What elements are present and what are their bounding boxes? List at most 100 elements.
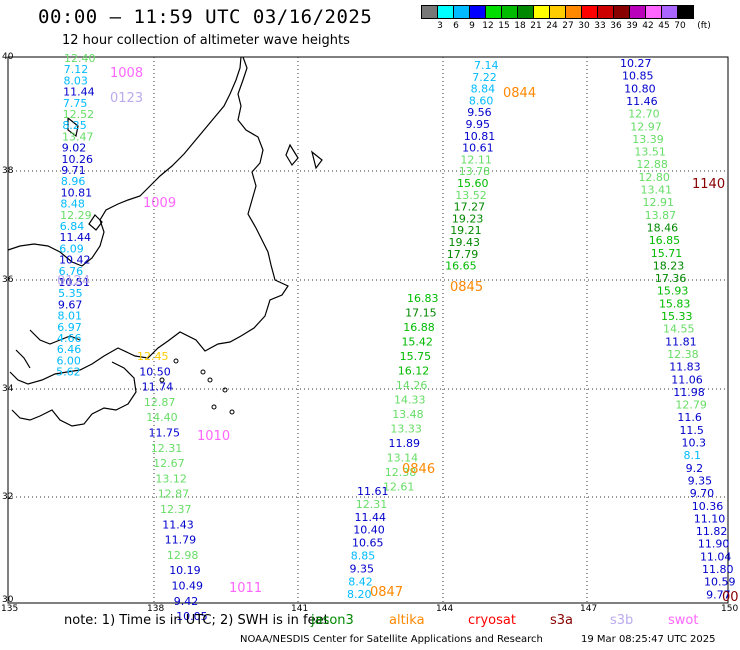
wave-height-label: 11.79 — [165, 534, 197, 547]
wave-height-label: 12.31 — [356, 498, 388, 511]
lon-label: 138 — [147, 604, 164, 614]
wave-height-label: 13.48 — [392, 408, 424, 421]
wave-height-label: 11.83 — [669, 361, 701, 374]
scale-tick-label: 9 — [469, 21, 475, 31]
wave-height-label: 13.12 — [155, 472, 187, 485]
island — [159, 377, 165, 383]
wave-height-label: 19.23 — [452, 212, 484, 225]
satellite-legend-item: altika — [389, 613, 425, 628]
wave-height-label: 9.70 — [690, 487, 715, 500]
wave-height-label: 10.81 — [464, 130, 496, 143]
wave-height-label: 11.89 — [389, 437, 421, 450]
coastline — [310, 150, 323, 170]
wave-height-label: 11.61 — [357, 485, 389, 498]
coastline — [285, 143, 299, 167]
wave-height-label: 12.67 — [153, 457, 185, 470]
scale-tick-label: 39 — [626, 21, 638, 31]
wave-height-label: 8.84 — [471, 83, 496, 96]
wave-height-label: 15.93 — [657, 285, 689, 298]
wave-height-label: 11.80 — [702, 563, 734, 576]
wave-height-label: 16.88 — [403, 321, 435, 334]
wave-height-label: 6.46 — [57, 343, 82, 356]
scale-tick-label: 42 — [642, 21, 654, 31]
wave-height-label: 6.84 — [60, 220, 85, 233]
wave-height-label: 10.3 — [682, 437, 707, 450]
wave-height-label: 11.90 — [698, 538, 730, 551]
pass-time-label: 0847 — [370, 585, 403, 600]
wave-height-label: 8.42 — [348, 575, 373, 588]
wave-height-label: 11.44 — [63, 86, 95, 99]
wave-height-label: 13.47 — [62, 130, 94, 143]
wave-height-label: 6.97 — [57, 321, 82, 334]
wave-height-label: 12.98 — [167, 549, 199, 562]
lat-label: 36 — [2, 275, 14, 285]
wave-height-label: 11.43 — [162, 518, 194, 531]
wave-height-label: 16.83 — [407, 292, 439, 305]
wave-height-label: 10.49 — [172, 580, 204, 593]
scale-tick-label: 70 — [674, 21, 686, 31]
wave-height-label: 5.62 — [56, 366, 81, 379]
wave-height-label: 6.76 — [59, 265, 84, 278]
pass-time-label: 00 — [722, 590, 739, 605]
wave-height-label: 11.98 — [673, 386, 705, 399]
wave-height-label: 11.06 — [671, 373, 703, 386]
coastline — [88, 214, 103, 231]
wave-height-label: 10.40 — [353, 524, 385, 537]
wave-height-label: 4.66 — [57, 332, 82, 345]
wave-height-label: 12.88 — [636, 158, 668, 171]
wave-height-label: 12.91 — [643, 196, 675, 209]
wave-height-label: 12.40 — [64, 52, 96, 65]
lat-label: 38 — [2, 166, 14, 176]
wave-height-label: 8.25 — [62, 119, 87, 132]
lon-label: 144 — [436, 604, 453, 614]
wave-height-label: 8.48 — [60, 198, 85, 211]
wave-height-label: 15.33 — [661, 310, 693, 323]
scale-tick-label: 27 — [562, 21, 574, 31]
wave-height-label: 11.81 — [665, 335, 697, 348]
wave-height-label: 8.20 — [347, 588, 372, 601]
wave-height-label: 12.29 — [60, 209, 92, 222]
pass-time-label: 0124 — [57, 274, 90, 289]
wave-height-label: 17.79 — [447, 248, 479, 261]
pass-time-label: 0846 — [402, 462, 435, 477]
wave-height-label: 7.14 — [474, 59, 499, 72]
wave-height-label: 13.41 — [641, 184, 673, 197]
wave-height-label: 9.35 — [350, 562, 375, 575]
credit-line: NOAA/NESDIS Center for Satellite Applica… — [240, 634, 543, 645]
scale-tick-label: 24 — [546, 21, 558, 31]
wave-height-label: 9.56 — [467, 106, 492, 119]
wave-height-label: 9.71 — [61, 164, 85, 177]
wave-height-label: 10.50 — [139, 365, 171, 378]
wave-height-label: 8.03 — [63, 74, 88, 87]
color-scale-labels: 3 6 9 12 15 18 21 24 27 30 33 36 39 42 45 70 (ft) — [422, 21, 711, 33]
scale-tick-label: 6 — [453, 21, 459, 31]
wave-height-label: 10.65 — [352, 537, 384, 550]
lon-label: 147 — [580, 604, 597, 614]
wave-height-label: 10.85 — [622, 70, 654, 83]
satellite-legend-item: cryosat — [468, 613, 516, 628]
pass-time-label: 0844 — [503, 86, 536, 101]
scale-swatch — [677, 5, 694, 19]
lat-label: 30 — [2, 595, 14, 605]
generated-timestamp: 19 Mar 08:25:47 UTC 2025 — [581, 634, 716, 645]
satellite-legend-item: jason3 — [311, 613, 354, 628]
wave-height-label: 13.52 — [455, 189, 487, 202]
wave-height-label: 11.44 — [355, 511, 387, 524]
wave-height-label: 9.35 — [688, 474, 713, 487]
wave-height-label: 12.97 — [630, 120, 662, 133]
wave-height-label: 9.02 — [62, 142, 86, 155]
satellite-legend-item: s3a — [550, 613, 574, 628]
wave-height-label: 15.42 — [401, 336, 433, 349]
scale-tick-label: 12 — [482, 21, 494, 31]
wave-height-label: 15.71 — [651, 247, 683, 260]
pass-time-label: 1011 — [229, 581, 262, 596]
page-title: 00:00 – 11:59 UTC 03/16/2025 — [38, 6, 373, 28]
wave-height-label: 13.51 — [634, 146, 666, 159]
satellite-legend-item: s3b — [610, 613, 634, 628]
color-scale-legend: 3 6 9 12 15 18 21 24 27 30 33 36 39 42 45 70 (ft) — [421, 5, 711, 33]
wave-height-label: 7.12 — [64, 63, 89, 76]
lon-label: 135 — [1, 604, 18, 614]
color-scale-swatches — [421, 5, 694, 19]
pass-time-label: 1010 — [197, 429, 230, 444]
